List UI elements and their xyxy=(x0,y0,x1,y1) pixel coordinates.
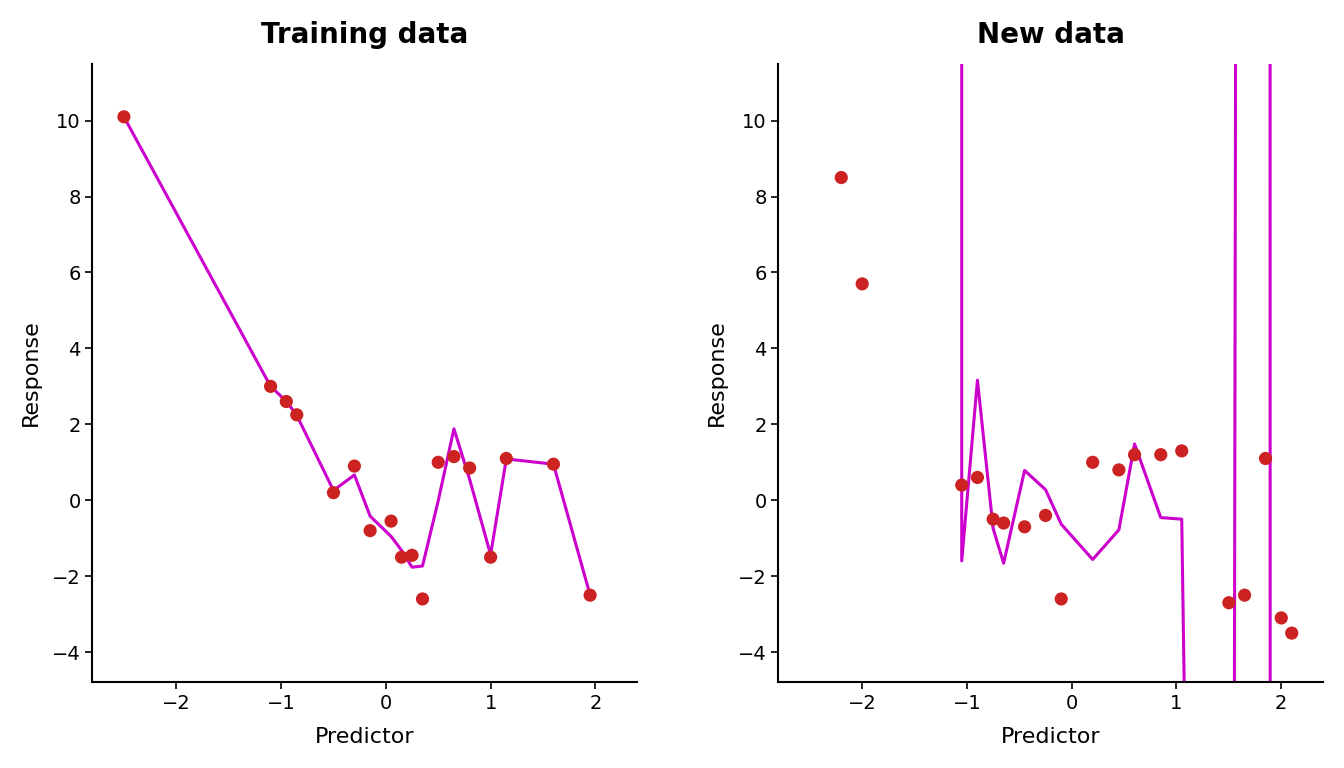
Point xyxy=(1035,509,1056,521)
Point xyxy=(579,589,601,601)
Point xyxy=(323,486,344,498)
Point xyxy=(259,380,281,392)
Point xyxy=(543,458,564,470)
Point xyxy=(427,456,449,468)
Y-axis label: Response: Response xyxy=(22,319,40,426)
Point xyxy=(1013,521,1035,533)
Point xyxy=(276,396,297,408)
Title: Training data: Training data xyxy=(261,21,469,49)
Point xyxy=(402,549,423,561)
Point xyxy=(1124,449,1145,461)
Point xyxy=(1082,456,1103,468)
Point xyxy=(982,513,1004,525)
Point xyxy=(952,479,973,492)
Point xyxy=(1051,593,1073,605)
Point xyxy=(1150,449,1172,461)
Point xyxy=(380,515,402,528)
Point xyxy=(359,525,380,537)
Point xyxy=(1281,627,1302,639)
Point xyxy=(458,462,480,474)
Point xyxy=(831,171,852,184)
Point xyxy=(444,451,465,463)
Point xyxy=(113,111,134,123)
Point xyxy=(1255,452,1277,465)
Point xyxy=(1171,445,1192,457)
Title: New data: New data xyxy=(977,21,1125,49)
Point xyxy=(391,551,413,564)
Point xyxy=(1234,589,1255,601)
Point xyxy=(1270,612,1292,624)
Point xyxy=(993,517,1015,529)
Y-axis label: Response: Response xyxy=(707,319,727,426)
Point xyxy=(286,409,308,421)
Point xyxy=(480,551,501,564)
X-axis label: Predictor: Predictor xyxy=(1001,727,1101,747)
X-axis label: Predictor: Predictor xyxy=(314,727,415,747)
Point xyxy=(852,278,874,290)
Point xyxy=(966,472,988,484)
Point xyxy=(496,452,517,465)
Point xyxy=(1218,597,1239,609)
Point xyxy=(411,593,433,605)
Point xyxy=(1107,464,1129,476)
Point xyxy=(344,460,366,472)
